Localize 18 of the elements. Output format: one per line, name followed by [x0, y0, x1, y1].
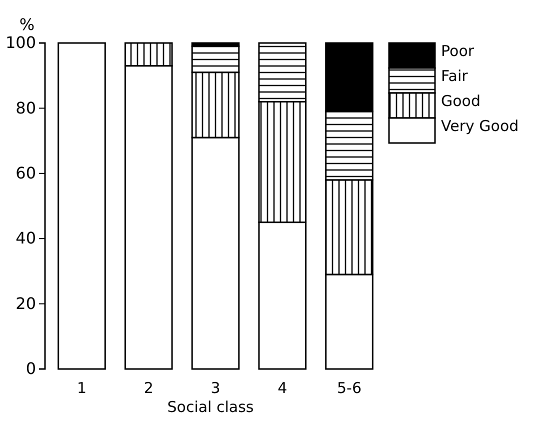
y-tick-label: 100: [5, 33, 36, 52]
legend-label: Good: [441, 92, 480, 110]
bar: [58, 42, 106, 370]
legend-label: Very Good: [441, 117, 519, 135]
x-tick-label: 1: [76, 379, 87, 397]
legend-label: Fair: [441, 67, 469, 85]
x-axis-title: Social class: [167, 398, 254, 416]
x-tick-label: 3: [210, 379, 220, 397]
x-tick-label: 2: [144, 379, 154, 397]
legend-label: Poor: [441, 42, 475, 60]
x-tick-label: 4: [278, 379, 288, 397]
y-tick-label: 80: [16, 98, 36, 118]
y-tick-label: 60: [16, 164, 36, 183]
y-tick-label: 20: [16, 294, 36, 313]
y-tick-label: 0: [26, 359, 36, 378]
y-tick-label: 40: [16, 228, 36, 248]
y-axis-title: %: [19, 15, 35, 34]
x-tick-label: 5-6: [337, 379, 362, 397]
